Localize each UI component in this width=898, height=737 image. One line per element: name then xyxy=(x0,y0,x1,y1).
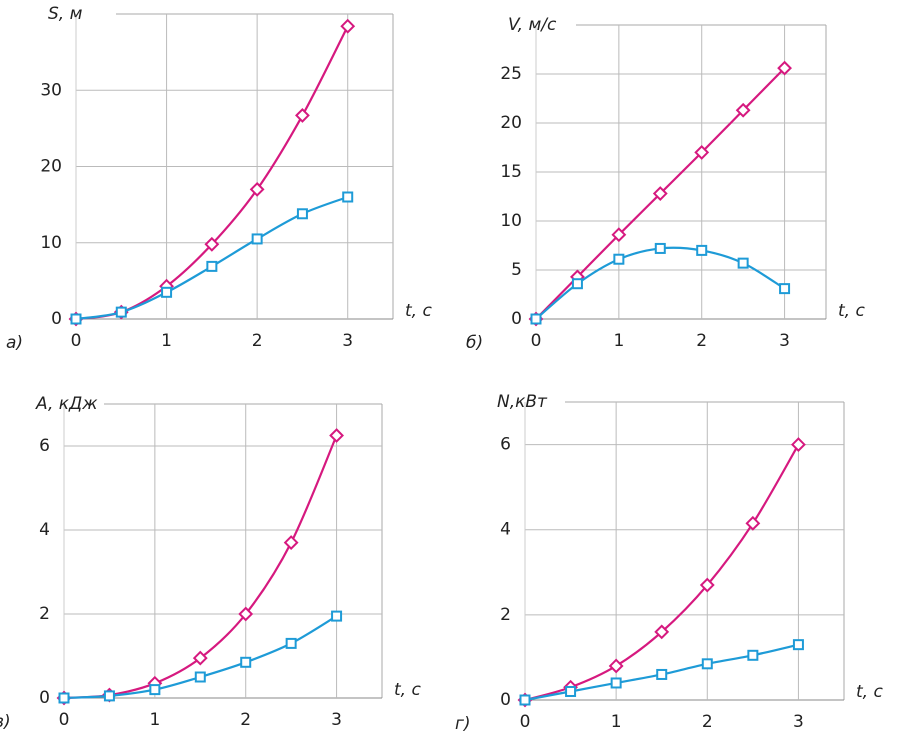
y-axis-label: S, м xyxy=(48,4,83,24)
marker xyxy=(296,109,308,121)
x-axis-label: t, с xyxy=(838,301,865,321)
marker xyxy=(657,670,666,679)
marker xyxy=(342,20,354,32)
marker xyxy=(253,234,262,243)
marker xyxy=(747,517,759,529)
x-tick-label: 1 xyxy=(611,712,622,732)
y-tick-label: 6 xyxy=(39,436,50,456)
marker xyxy=(105,691,114,700)
figure: 01020300123S, мt, са)05101520250123V, м/… xyxy=(0,0,898,737)
y-axis-label: V, м/с xyxy=(508,15,557,35)
marker xyxy=(162,288,171,297)
marker xyxy=(207,262,216,271)
marker xyxy=(703,659,712,668)
marker xyxy=(60,694,69,703)
marker xyxy=(298,209,307,218)
marker xyxy=(748,651,757,660)
y-tick-label: 0 xyxy=(51,309,62,329)
panel-label: г) xyxy=(455,714,471,734)
x-tick-label: 1 xyxy=(161,331,172,351)
marker xyxy=(573,279,582,288)
x-axis-label: t, с xyxy=(394,680,421,700)
marker xyxy=(656,244,665,253)
marker xyxy=(612,678,621,687)
marker xyxy=(792,439,804,451)
x-tick-label: 0 xyxy=(520,712,531,732)
y-tick-label: 2 xyxy=(500,605,511,625)
marker xyxy=(343,193,352,202)
panel-label: б) xyxy=(466,333,483,353)
x-axis-label: t, с xyxy=(856,682,883,702)
x-tick-label: 3 xyxy=(342,331,353,351)
marker xyxy=(697,246,706,255)
y-tick-label: 5 xyxy=(511,260,522,280)
y-tick-label: 6 xyxy=(500,435,511,455)
x-axis-label: t, с xyxy=(405,301,432,321)
marker xyxy=(287,639,296,648)
marker xyxy=(566,687,575,696)
x-tick-label: 1 xyxy=(613,331,624,351)
series-line xyxy=(525,445,798,700)
x-tick-label: 3 xyxy=(331,710,342,730)
panel-label: в) xyxy=(0,712,11,732)
x-tick-label: 2 xyxy=(240,710,251,730)
x-tick-label: 2 xyxy=(696,331,707,351)
y-tick-label: 10 xyxy=(500,211,522,231)
marker xyxy=(117,308,126,317)
marker xyxy=(196,673,205,682)
y-tick-label: 20 xyxy=(500,113,522,133)
marker xyxy=(285,537,297,549)
y-tick-label: 0 xyxy=(511,309,522,329)
x-tick-label: 0 xyxy=(531,331,542,351)
x-tick-label: 1 xyxy=(149,710,160,730)
y-tick-label: 20 xyxy=(40,157,62,177)
marker xyxy=(332,612,341,621)
y-axis-label: A, кДж xyxy=(35,394,98,414)
marker xyxy=(739,259,748,268)
marker xyxy=(150,685,159,694)
x-tick-label: 3 xyxy=(793,712,804,732)
marker xyxy=(72,315,81,324)
series-line xyxy=(76,26,348,319)
x-tick-label: 0 xyxy=(59,710,70,730)
marker xyxy=(521,696,530,705)
x-tick-label: 0 xyxy=(71,331,82,351)
y-tick-label: 4 xyxy=(39,520,50,540)
marker xyxy=(532,315,541,324)
panel-label: а) xyxy=(6,333,23,353)
x-tick-label: 2 xyxy=(252,331,263,351)
y-tick-label: 30 xyxy=(40,80,62,100)
marker xyxy=(614,255,623,264)
y-tick-label: 10 xyxy=(40,233,62,253)
x-tick-label: 2 xyxy=(702,712,713,732)
marker xyxy=(794,640,803,649)
x-tick-label: 3 xyxy=(779,331,790,351)
marker xyxy=(241,658,250,667)
y-tick-label: 15 xyxy=(500,162,522,182)
y-tick-label: 4 xyxy=(500,520,511,540)
marker xyxy=(780,284,789,293)
y-tick-label: 2 xyxy=(39,604,50,624)
y-tick-label: 0 xyxy=(500,690,511,710)
y-tick-label: 0 xyxy=(39,688,50,708)
marker xyxy=(610,660,622,672)
y-tick-label: 25 xyxy=(500,64,522,84)
y-axis-label: N,кВт xyxy=(497,392,548,412)
marker xyxy=(331,430,343,442)
